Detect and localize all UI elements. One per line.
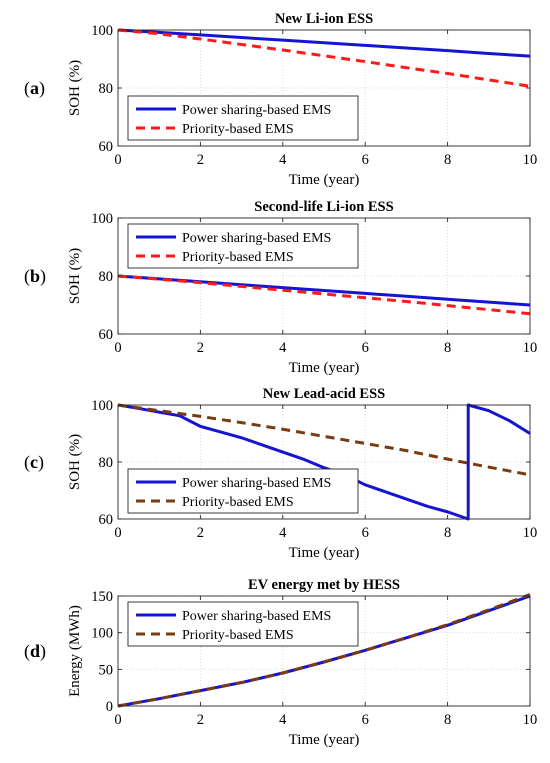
legend: Power sharing-based EMS Priority-based EM… xyxy=(127,223,359,269)
x-tick-label: 2 xyxy=(197,340,204,356)
y-axis-label: SOH (%) xyxy=(67,248,83,304)
chart-panel-b: 0 2 4 6 8 10 60 80 100 Second-life Li-ion ESS Time… xyxy=(24,199,537,376)
panel-label: (c) xyxy=(24,452,44,473)
legend-label: Priority-based EMS xyxy=(182,250,294,265)
x-tick-label: 6 xyxy=(362,712,369,728)
y-tick-label: 60 xyxy=(99,327,114,343)
chart-panel-c: 0 2 4 6 8 10 60 80 100 New Lead-acid ESS Time (yea… xyxy=(24,386,537,561)
x-tick-label: 4 xyxy=(279,525,287,541)
x-tick-label: 10 xyxy=(523,152,538,168)
x-tick-label: 6 xyxy=(362,340,369,356)
legend-box xyxy=(127,95,359,141)
series-line-priority xyxy=(117,28,531,88)
panel-label: (d) xyxy=(24,641,46,662)
x-tick-label: 2 xyxy=(197,152,204,168)
series-line-power-sharing xyxy=(117,28,531,58)
series-line-priority xyxy=(117,274,531,316)
y-tick-label: 0 xyxy=(106,699,113,715)
y-tick-label: 60 xyxy=(99,512,114,528)
legend-box xyxy=(127,601,359,647)
legend: Power sharing-based EMS Priority-based EM… xyxy=(127,601,359,647)
x-tick-label: 10 xyxy=(523,340,538,356)
x-tick-label: 8 xyxy=(444,340,451,356)
chart-panel-a: 0 2 4 6 8 10 60 80 100 New Li-ion ESS Time (year) S… xyxy=(24,11,537,188)
x-tick-label: 4 xyxy=(279,152,287,168)
x-tick-label: 8 xyxy=(444,525,451,541)
x-tick-label: 4 xyxy=(279,340,287,356)
legend-label: Priority-based EMS xyxy=(182,122,294,137)
panel-label: (b) xyxy=(24,266,46,287)
y-axis-label: Energy (MWh) xyxy=(67,605,83,697)
x-tick-label: 10 xyxy=(523,525,538,541)
legend-label: Priority-based EMS xyxy=(182,628,294,643)
legend-label: Priority-based EMS xyxy=(182,495,294,510)
legend-box xyxy=(127,468,359,514)
panel-label: (a) xyxy=(24,78,45,99)
x-axis-label: Time (year) xyxy=(289,545,360,561)
series-line-priority xyxy=(117,403,531,477)
legend: Power sharing-based EMS Priority-based EM… xyxy=(127,95,359,141)
x-tick-label: 6 xyxy=(362,525,369,541)
axes-frame xyxy=(117,595,531,707)
legend: Power sharing-based EMS Priority-based EM… xyxy=(127,468,359,514)
x-tick-label: 2 xyxy=(197,712,204,728)
x-tick-label: 8 xyxy=(444,712,451,728)
y-tick-label: 100 xyxy=(91,23,113,39)
x-tick-label: 0 xyxy=(114,712,121,728)
y-tick-label: 100 xyxy=(91,626,113,642)
y-axis-label: SOH (%) xyxy=(67,60,83,116)
y-tick-label: 100 xyxy=(91,398,113,414)
y-tick-label: 80 xyxy=(99,455,114,471)
y-axis-label: SOH (%) xyxy=(67,434,83,490)
y-tick-label: 60 xyxy=(99,139,114,155)
x-tick-label: 2 xyxy=(197,525,204,541)
y-tick-label: 150 xyxy=(91,589,113,605)
legend-label: Power sharing-based EMS xyxy=(182,476,331,491)
series-line-priority xyxy=(117,593,531,708)
chart-title: New Lead-acid ESS xyxy=(263,386,385,402)
y-tick-label: 80 xyxy=(99,269,114,285)
y-tick-label: 100 xyxy=(91,211,113,227)
x-tick-label: 6 xyxy=(362,152,369,168)
legend-label: Power sharing-based EMS xyxy=(182,609,331,624)
chart-title: EV energy met by HESS xyxy=(248,577,400,593)
chart-title: New Li-ion ESS xyxy=(275,11,373,27)
x-tick-label: 0 xyxy=(114,340,121,356)
x-tick-label: 0 xyxy=(114,152,121,168)
x-axis-label: Time (year) xyxy=(289,732,360,748)
legend-label: Power sharing-based EMS xyxy=(182,231,331,246)
x-tick-label: 8 xyxy=(444,152,451,168)
x-tick-label: 10 xyxy=(523,712,538,728)
x-axis-label: Time (year) xyxy=(289,360,360,376)
x-tick-label: 4 xyxy=(279,712,287,728)
x-tick-label: 0 xyxy=(114,525,121,541)
y-tick-label: 50 xyxy=(99,662,114,678)
chart-title: Second-life Li-ion ESS xyxy=(254,199,393,215)
legend-label: Power sharing-based EMS xyxy=(182,103,331,118)
legend-box xyxy=(127,223,359,269)
y-tick-label: 80 xyxy=(99,81,114,97)
x-axis-label: Time (year) xyxy=(289,172,360,188)
